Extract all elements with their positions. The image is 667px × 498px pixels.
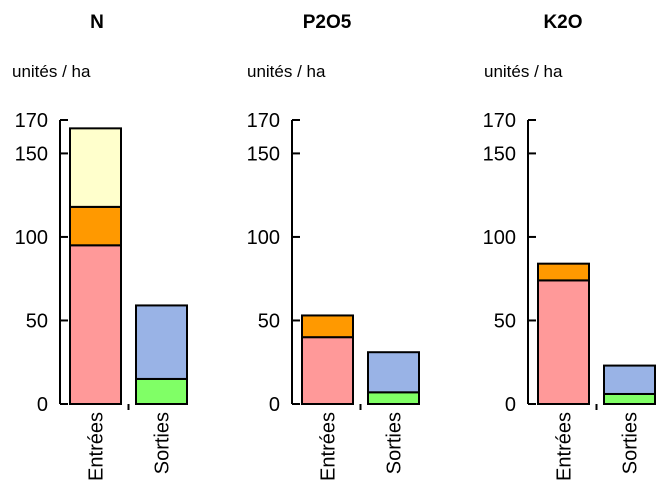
chart-title: N <box>90 12 104 33</box>
y-tick-label: 0 <box>269 394 280 416</box>
bar-segment <box>367 391 420 405</box>
bar-segment <box>537 262 590 282</box>
y-axis-unit-label: unités / ha <box>12 62 91 81</box>
y-tick-label: 170 <box>483 110 516 132</box>
x-category-label: Sorties <box>384 412 406 474</box>
y-axis-unit-label: unités / ha <box>247 62 326 81</box>
y-tick-label: 170 <box>15 110 48 132</box>
y-tick-label: 170 <box>247 110 280 132</box>
y-tick-label: 0 <box>505 394 516 416</box>
bar-segment <box>603 392 656 405</box>
bar-segment <box>69 244 122 405</box>
y-tick-label: 100 <box>247 227 280 249</box>
y-tick-label: 150 <box>247 143 280 165</box>
bar-segment <box>69 205 122 247</box>
y-tick-label: 0 <box>37 394 48 416</box>
x-category-label: Entrées <box>86 412 108 481</box>
y-tick-label: 50 <box>26 310 48 332</box>
chart-title: K2O <box>543 12 582 33</box>
bar-segment <box>135 304 188 380</box>
y-tick-label: 150 <box>483 143 516 165</box>
bar-segment <box>69 127 122 208</box>
chart-title: P2O5 <box>303 12 352 33</box>
y-tick-label: 100 <box>483 227 516 249</box>
x-category-label: Sorties <box>620 412 642 474</box>
y-tick-label: 100 <box>15 227 48 249</box>
bar-segment <box>603 364 656 395</box>
y-tick-label: 50 <box>494 310 516 332</box>
bar-segment <box>301 314 354 339</box>
x-category-label: Entrées <box>318 412 340 481</box>
y-tick-label: 150 <box>15 143 48 165</box>
bar-segment <box>367 351 420 394</box>
x-category-label: Entrées <box>554 412 576 481</box>
y-axis-unit-label: unités / ha <box>484 62 563 81</box>
bar-segment <box>537 279 590 405</box>
bar-segment <box>301 336 354 406</box>
bar-segment <box>135 377 188 405</box>
chart-panel-3: K2O unités / ha 0 50 100 150 170 Entrées Sorties <box>483 12 656 481</box>
chart-panel-2: P2O5 unités / ha 0 50 100 150 170 Entrées Sortie… <box>247 12 420 481</box>
x-category-label: Sorties <box>152 412 174 474</box>
y-tick-label: 50 <box>258 310 280 332</box>
